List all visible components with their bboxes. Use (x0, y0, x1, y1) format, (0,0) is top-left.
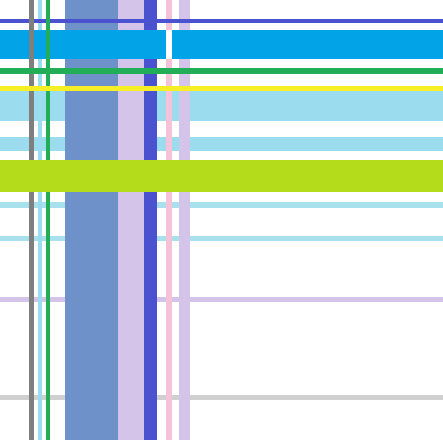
stripe-v-lavender-left (118, 0, 144, 440)
stripe-h-lavender (0, 297, 443, 302)
stripe-v-green-front (46, 0, 50, 68)
stripe-h-palecyan-1 (0, 202, 443, 208)
stripe-v-blue (144, 0, 157, 440)
stripe-h-blue-top (0, 19, 443, 23)
stripe-v-steelblue (65, 0, 118, 440)
stripe-v-green (46, 0, 50, 440)
stripe-h-lime (0, 160, 443, 192)
stripe-h-cyan (0, 30, 443, 59)
stripe-h-yellow (0, 86, 443, 91)
stripe-v-lightcyan (38, 0, 42, 440)
stripe-v-white-gap (166, 30, 172, 59)
stripe-h-green (0, 68, 443, 74)
stripe-v-lavender-right (179, 0, 190, 440)
stripe-h-palecyan-2 (0, 236, 443, 241)
stripe-v-grey (29, 0, 34, 440)
stripe-h-grey (0, 395, 443, 400)
stripe-v-white-gap-2 (179, 30, 190, 59)
stripe-v-grey-front (29, 0, 34, 68)
stripe-v-pink (166, 0, 172, 440)
